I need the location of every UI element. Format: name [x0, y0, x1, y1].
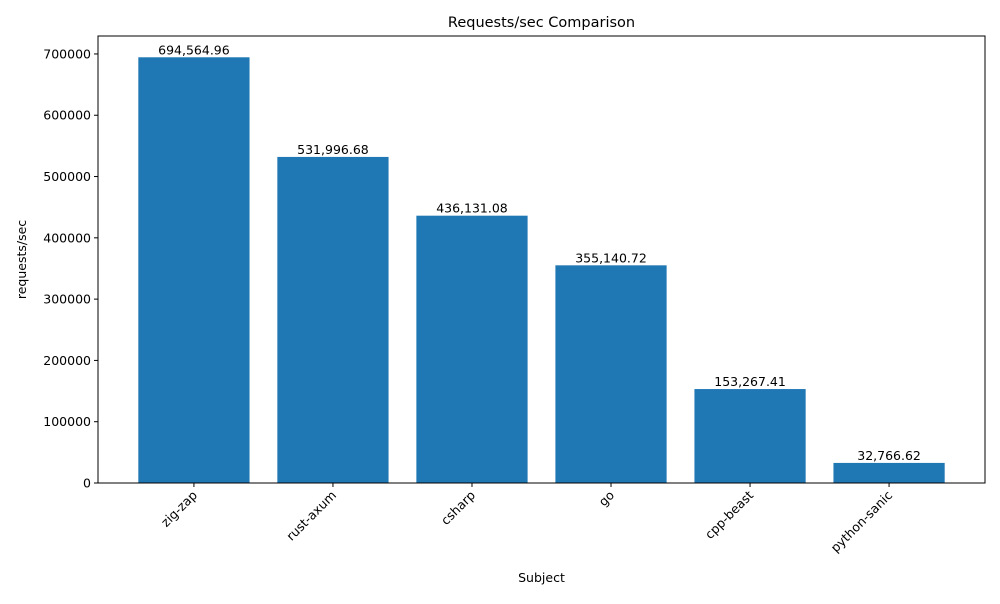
data-label-python-sanic: 32,766.62: [857, 448, 921, 463]
data-label-rust-axum: 531,996.68: [297, 142, 369, 157]
data-label-cpp-beast: 153,267.41: [714, 374, 786, 389]
y-tick-label: 0: [83, 476, 91, 491]
bar-go: [555, 265, 667, 483]
data-label-csharp: 436,131.08: [436, 201, 508, 216]
y-tick-label: 400000: [43, 230, 91, 245]
bar-csharp: [416, 215, 528, 484]
y-tick-label: 100000: [43, 414, 91, 429]
y-tick-label: 200000: [43, 353, 91, 368]
bars-group: 694,564.96 531,996.68 436,131.08 355,140.72…: [138, 42, 945, 484]
data-label-zig-zap: 694,564.96: [158, 42, 230, 57]
data-label-go: 355,140.72: [575, 250, 647, 265]
y-tick-label: 500000: [43, 169, 91, 184]
x-axis-label: Subject: [518, 570, 565, 585]
x-tick-label: cpp-beast: [702, 487, 756, 541]
bar-rust-axum: [277, 156, 389, 484]
chart-title: Requests/sec Comparison: [448, 15, 635, 31]
x-tick-label: rust-axum: [283, 488, 339, 544]
y-tick-label: 700000: [43, 46, 91, 61]
x-tick-label: go: [596, 488, 618, 510]
x-tick-label: zig-zap: [158, 487, 200, 529]
plot-frame: [97, 35, 986, 484]
x-tick-label: python-sanic: [828, 487, 896, 555]
bar-zig-zap: [138, 57, 250, 484]
x-tick-label: csharp: [438, 487, 478, 527]
y-axis-label: requests/sec: [14, 220, 29, 299]
y-tick-label: 600000: [43, 108, 91, 123]
bar-python-sanic: [833, 462, 945, 483]
bar-cpp-beast: [694, 389, 806, 483]
y-tick-label: 300000: [43, 292, 91, 307]
